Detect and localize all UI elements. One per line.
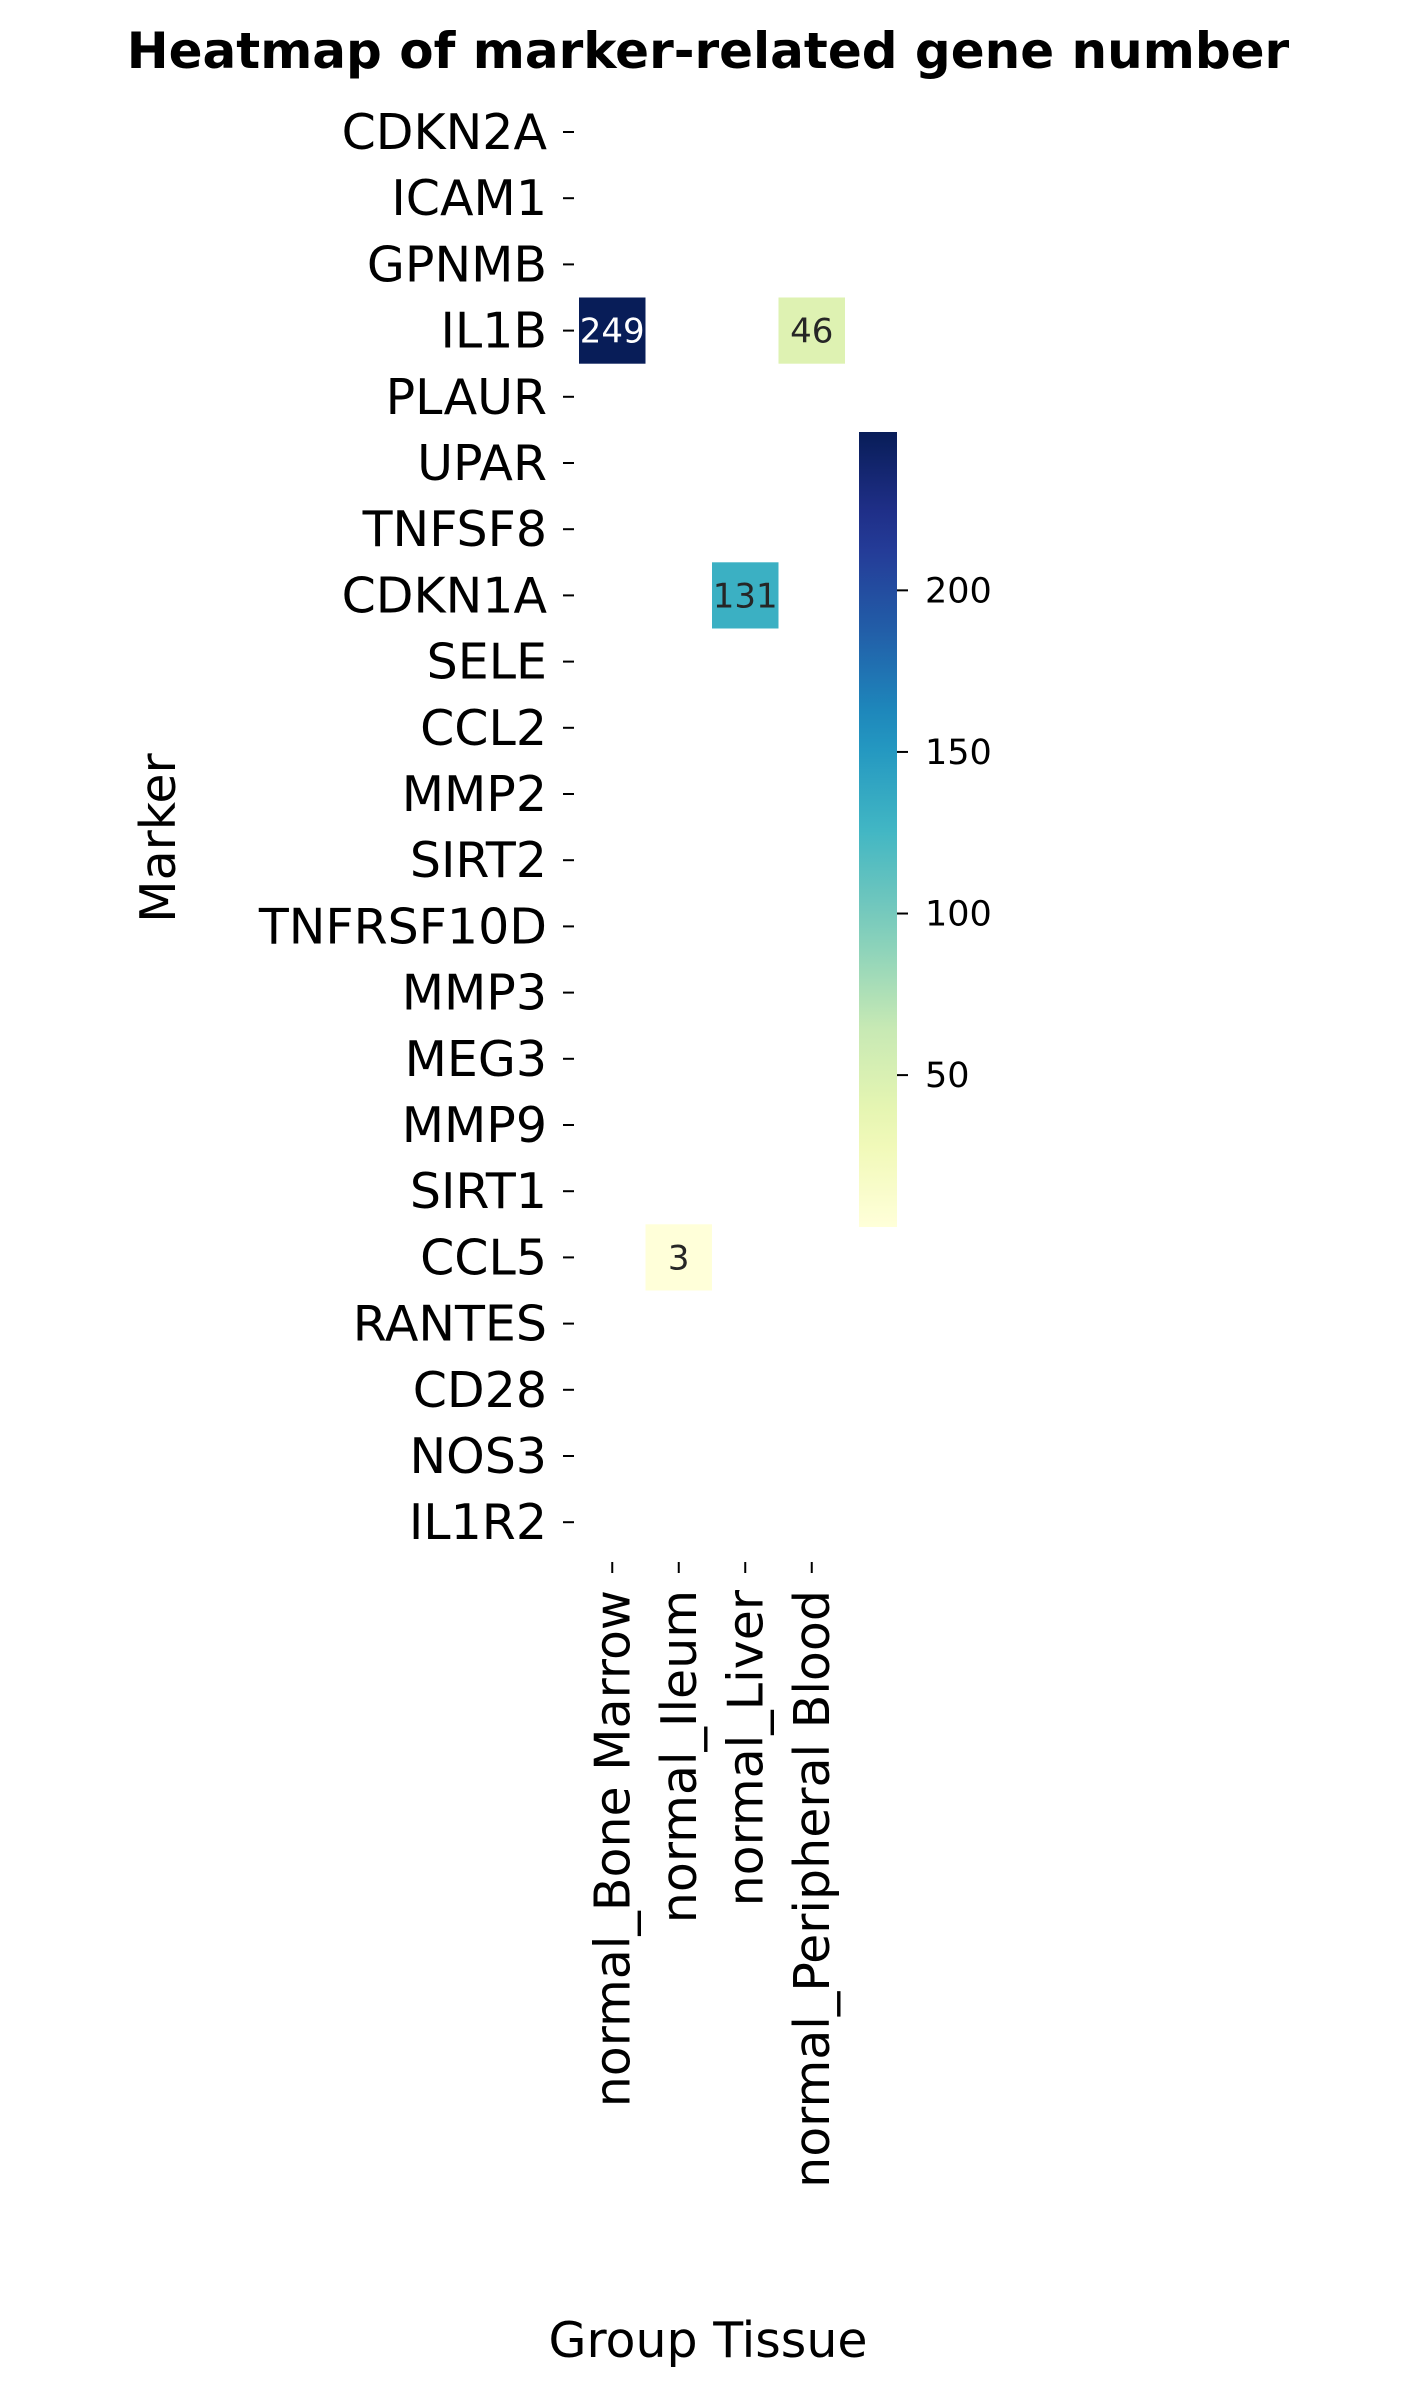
row-ticks: CDKN2A ICAM1 GPNMB IL1B PLAUR UPAR TNFSF8 CDKN1… [258,104,574,1551]
row-label: SELE [427,634,547,691]
row-label: GPNMB [367,236,547,293]
colorbar-tick-label: 50 [925,1056,970,1096]
colorbar-tick-label: 200 [925,571,992,611]
heatmap-cell [778,297,845,364]
row-label: IL1B [440,303,547,360]
column-label: normal_Bone Marrow [584,1590,641,2107]
cell-value-label: 131 [713,576,778,616]
heatmap-cells: 249 46 131 3 [579,297,845,1291]
row-label: UPAR [417,435,547,492]
row-label: CD28 [413,1362,547,1419]
column-label: normal_Ileum [651,1590,708,1923]
row-label: NOS3 [409,1428,547,1485]
row-label: PLAUR [386,369,547,426]
heatmap-cell [645,1224,712,1291]
row-label: SIRT1 [410,1163,547,1220]
row-label: SIRT2 [410,832,547,889]
column-ticks: normal_Bone Marrow normal_Ileum normal_Liv… [584,1562,841,2188]
row-label: ICAM1 [391,170,547,227]
row-label: MMP9 [402,1097,547,1154]
cell-value-label: 249 [580,312,645,352]
y-axis-label: Marker [130,752,187,922]
row-label: MEG3 [405,1031,547,1088]
row-label: MMP3 [402,965,547,1022]
chart-title: Heatmap of marker-related gene number [127,22,1290,80]
heatmap-cell [712,562,779,629]
colorbar: 50 100 150 200 [859,432,992,1227]
column-label: normal_Liver [717,1589,774,1906]
cell-value-label: 46 [790,312,833,352]
colorbar-gradient [859,432,897,1227]
row-label: CCL2 [420,700,547,757]
row-label: IL1R2 [409,1494,547,1551]
row-label: MMP2 [402,766,547,823]
row-label: CDKN1A [342,567,548,624]
row-label: CDKN2A [342,104,548,161]
colorbar-tick-label: 150 [925,733,992,773]
row-label: RANTES [353,1296,547,1353]
x-axis-label: Group Tissue [548,2312,867,2369]
column-label: normal_Peripheral Blood [784,1590,841,2188]
cell-value-label: 3 [668,1238,690,1278]
row-label: TNFRSF10D [258,898,547,955]
colorbar-tick-label: 100 [925,895,992,935]
heatmap-cell [579,297,646,364]
row-label: TNFSF8 [362,501,547,558]
row-label: CCL5 [420,1229,547,1286]
